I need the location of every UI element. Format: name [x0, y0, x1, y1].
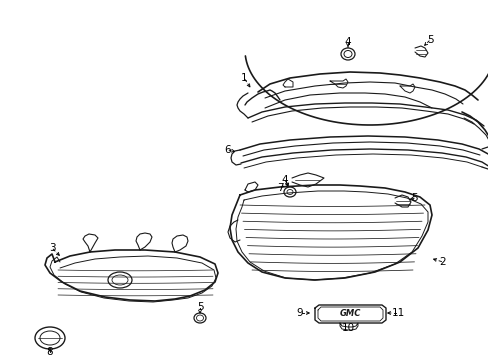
Text: 4: 4 — [344, 37, 350, 47]
Text: 5: 5 — [426, 35, 432, 45]
Text: 4: 4 — [281, 175, 288, 185]
Text: 7: 7 — [276, 183, 283, 193]
Text: 5: 5 — [411, 193, 417, 203]
Text: GMC: GMC — [339, 310, 360, 319]
Text: 5: 5 — [196, 302, 203, 312]
Text: 3: 3 — [49, 243, 55, 253]
Text: 9: 9 — [296, 308, 303, 318]
Text: 10: 10 — [341, 323, 354, 333]
Text: 1: 1 — [240, 73, 247, 83]
Text: 6: 6 — [224, 145, 231, 155]
Text: 11: 11 — [390, 308, 404, 318]
Text: 8: 8 — [46, 347, 53, 357]
Text: 2: 2 — [439, 257, 446, 267]
